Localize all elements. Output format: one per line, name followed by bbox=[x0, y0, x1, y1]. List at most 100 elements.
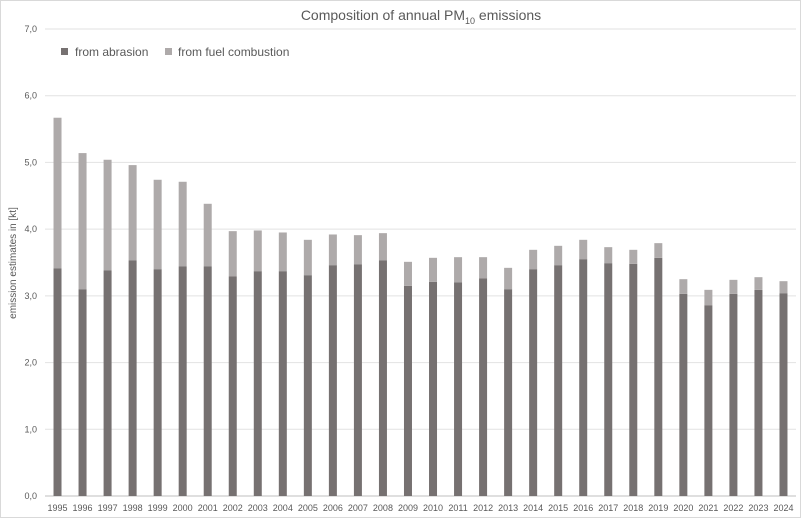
x-tick-label: 2001 bbox=[198, 503, 218, 513]
bar-abrasion-2000 bbox=[178, 266, 187, 496]
x-tick-label: 2023 bbox=[748, 503, 768, 513]
bar-abrasion-2020 bbox=[679, 293, 688, 496]
x-tick-label: 2003 bbox=[248, 503, 268, 513]
bar-abrasion-2024 bbox=[779, 293, 788, 496]
bar-fuel-combustion-2000 bbox=[178, 181, 187, 267]
x-tick-label: 2007 bbox=[348, 503, 368, 513]
x-tick-label: 2020 bbox=[673, 503, 693, 513]
bar-abrasion-2005 bbox=[303, 275, 312, 496]
bar-fuel-combustion-1997 bbox=[103, 159, 112, 271]
bar-abrasion-2015 bbox=[554, 265, 563, 496]
bar-fuel-combustion-2002 bbox=[228, 231, 237, 277]
x-tick-label: 1999 bbox=[148, 503, 168, 513]
y-tick-label: 1,0 bbox=[24, 424, 37, 434]
bar-abrasion-1999 bbox=[153, 269, 162, 496]
x-tick-label: 2011 bbox=[448, 503, 467, 513]
bar-abrasion-2013 bbox=[504, 289, 513, 496]
x-tick-label: 2010 bbox=[423, 503, 443, 513]
bar-fuel-combustion-2012 bbox=[479, 257, 488, 279]
bar-abrasion-2021 bbox=[704, 305, 713, 496]
y-tick-label: 2,0 bbox=[24, 358, 37, 368]
bar-abrasion-1997 bbox=[103, 270, 112, 496]
bar-fuel-combustion-1996 bbox=[78, 153, 87, 290]
x-tick-label: 2018 bbox=[623, 503, 643, 513]
bar-abrasion-2003 bbox=[253, 271, 262, 496]
bar-fuel-combustion-2004 bbox=[278, 232, 287, 272]
bar-fuel-combustion-2014 bbox=[529, 249, 538, 270]
x-tick-label: 2005 bbox=[298, 503, 318, 513]
bar-abrasion-2023 bbox=[754, 289, 763, 496]
x-tick-label: 2024 bbox=[773, 503, 793, 513]
x-tick-label: 1995 bbox=[48, 503, 68, 513]
bar-abrasion-2010 bbox=[429, 281, 438, 496]
bar-abrasion-2014 bbox=[529, 269, 538, 496]
y-axis-label: emission estimates in [kt] bbox=[8, 207, 19, 319]
legend-label-fuel-combustion: from fuel combustion bbox=[178, 45, 289, 59]
bar-fuel-combustion-2018 bbox=[629, 249, 638, 264]
bar-fuel-combustion-2008 bbox=[378, 233, 387, 261]
bar-abrasion-2006 bbox=[328, 265, 337, 496]
bar-fuel-combustion-2019 bbox=[654, 243, 663, 258]
x-tick-label: 1997 bbox=[98, 503, 118, 513]
bar-abrasion-2019 bbox=[654, 257, 663, 496]
y-tick-label: 7,0 bbox=[24, 24, 37, 34]
bar-fuel-combustion-2013 bbox=[504, 267, 513, 290]
x-tick-label: 2015 bbox=[548, 503, 568, 513]
x-tick-label: 2008 bbox=[373, 503, 393, 513]
x-tick-label: 2012 bbox=[473, 503, 493, 513]
bar-abrasion-2011 bbox=[454, 282, 463, 496]
x-tick-label: 2019 bbox=[648, 503, 668, 513]
bar-fuel-combustion-2009 bbox=[403, 261, 412, 286]
bar-fuel-combustion-2024 bbox=[779, 281, 788, 294]
y-tick-label: 4,0 bbox=[24, 224, 37, 234]
bar-abrasion-2009 bbox=[403, 285, 412, 496]
x-tick-label: 2022 bbox=[723, 503, 743, 513]
bar-abrasion-1996 bbox=[78, 289, 87, 496]
bar-fuel-combustion-2021 bbox=[704, 289, 713, 306]
x-tick-label: 2002 bbox=[223, 503, 243, 513]
chart-title: Composition of annual PM10 emissions bbox=[301, 7, 541, 26]
x-tick-label: 2004 bbox=[273, 503, 293, 513]
bar-abrasion-2007 bbox=[353, 264, 362, 496]
bar-fuel-combustion-2006 bbox=[328, 234, 337, 266]
x-tick-label: 2014 bbox=[523, 503, 543, 513]
legend-label-abrasion: from abrasion bbox=[75, 45, 148, 59]
x-tick-label: 2006 bbox=[323, 503, 343, 513]
bar-fuel-combustion-2020 bbox=[679, 279, 688, 294]
bar-fuel-combustion-2005 bbox=[303, 239, 312, 276]
bar-fuel-combustion-2016 bbox=[579, 239, 588, 260]
bar-abrasion-2002 bbox=[228, 276, 237, 496]
bar-fuel-combustion-2003 bbox=[253, 230, 262, 272]
bar-fuel-combustion-1999 bbox=[153, 179, 162, 270]
bar-abrasion-2018 bbox=[629, 263, 638, 496]
bar-abrasion-1998 bbox=[128, 260, 137, 496]
legend: from abrasion from fuel combustion bbox=[61, 45, 289, 59]
bar-fuel-combustion-1998 bbox=[128, 165, 137, 261]
bar-abrasion-2016 bbox=[579, 259, 588, 496]
y-tick-label: 5,0 bbox=[24, 157, 37, 167]
bar-abrasion-2001 bbox=[203, 266, 212, 496]
bar-abrasion-2012 bbox=[479, 278, 488, 496]
legend-swatch-fuel-combustion bbox=[165, 48, 172, 55]
bar-fuel-combustion-2007 bbox=[353, 235, 362, 265]
bar-fuel-combustion-2017 bbox=[604, 247, 613, 264]
bar-abrasion-2004 bbox=[278, 271, 287, 496]
y-tick-label: 0,0 bbox=[24, 491, 37, 501]
bar-fuel-combustion-2010 bbox=[429, 257, 438, 282]
bar-abrasion-1995 bbox=[53, 268, 62, 496]
bar-fuel-combustion-2011 bbox=[454, 257, 463, 283]
x-tick-label: 2021 bbox=[698, 503, 718, 513]
x-tick-label: 2009 bbox=[398, 503, 418, 513]
bar-fuel-combustion-2001 bbox=[203, 203, 212, 267]
bar-fuel-combustion-2022 bbox=[729, 279, 738, 294]
x-tick-label: 2000 bbox=[173, 503, 193, 513]
x-tick-label: 2013 bbox=[498, 503, 518, 513]
y-tick-label: 3,0 bbox=[24, 291, 37, 301]
bar-fuel-combustion-1995 bbox=[53, 117, 62, 269]
legend-swatch-abrasion bbox=[61, 48, 68, 55]
bar-abrasion-2017 bbox=[604, 263, 613, 496]
y-tick-label: 6,0 bbox=[24, 91, 37, 101]
x-tick-label: 1996 bbox=[73, 503, 93, 513]
